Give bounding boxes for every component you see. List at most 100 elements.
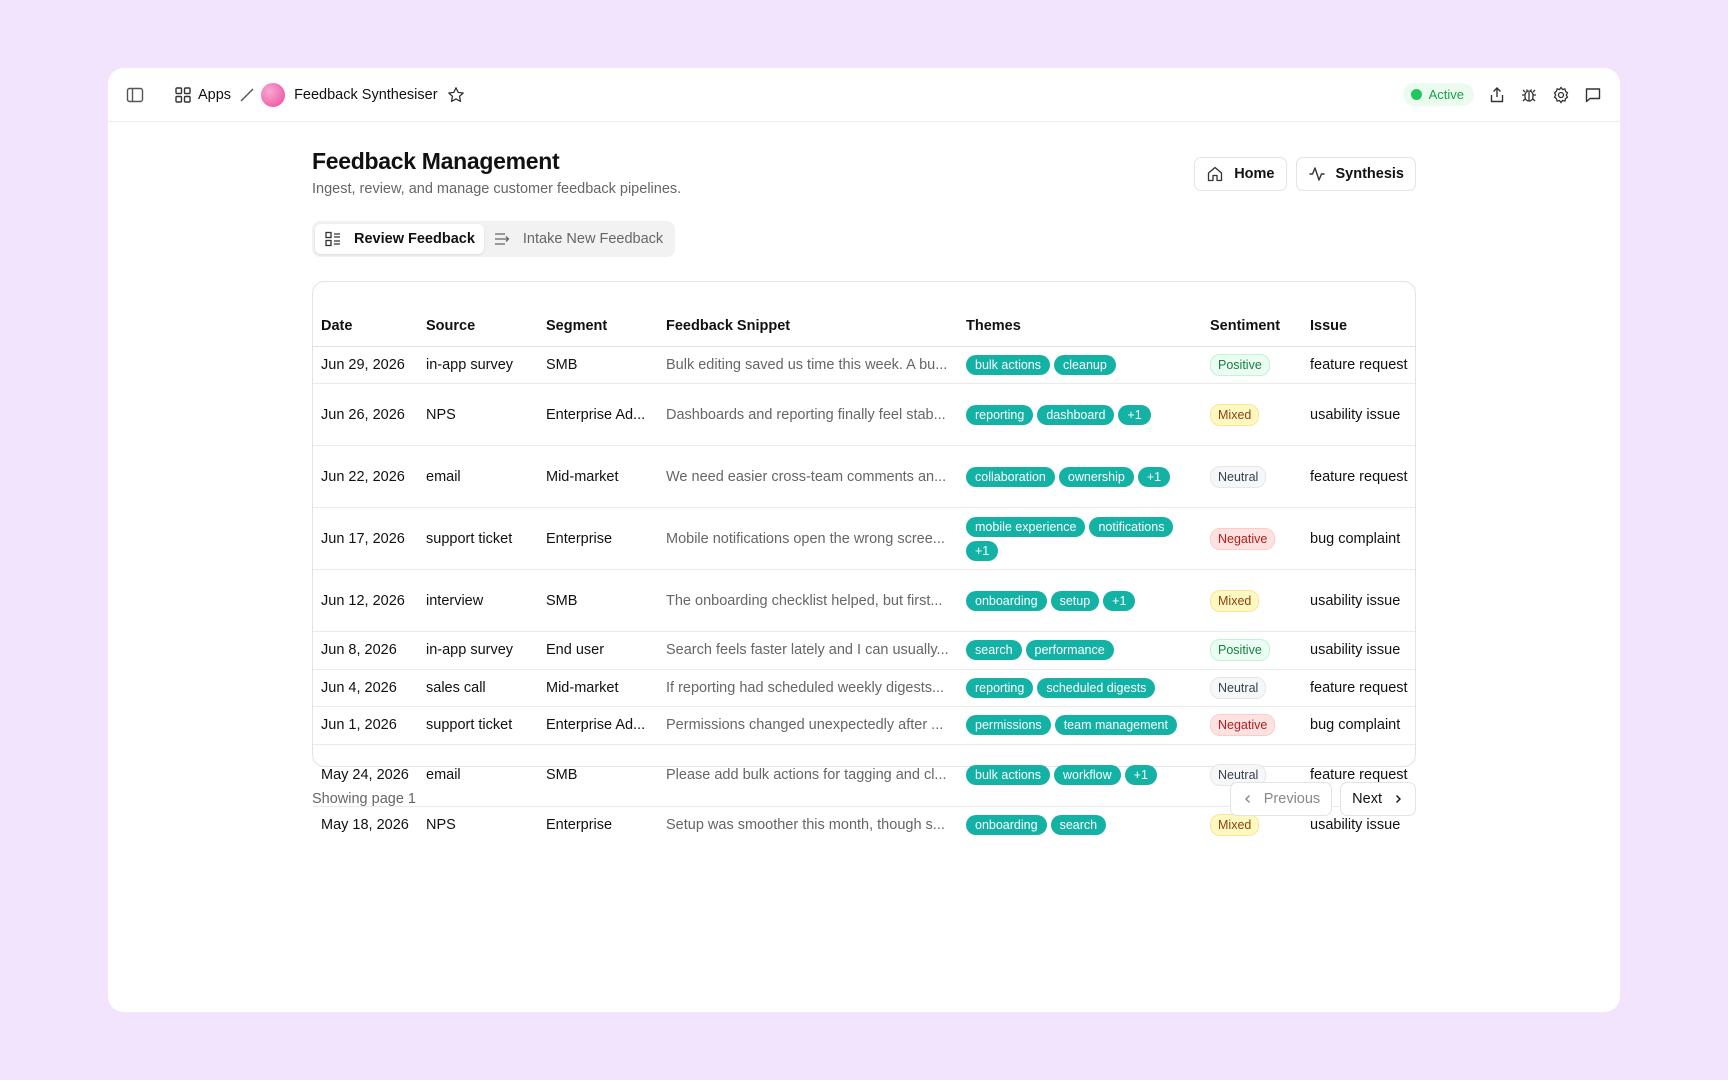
themes-cell: collaboration ownership +1 — [958, 445, 1202, 508]
page-title: Feedback Management — [312, 148, 560, 174]
source-cell: in-app survey — [418, 346, 538, 384]
feedback-row[interactable]: Jun 22, 2026 email Mid-market We need easie… — [313, 445, 1415, 508]
settings-button[interactable] — [1552, 85, 1570, 104]
app-window: Apps Feedback Synthesiser Active Feedbac… — [108, 68, 1620, 1012]
theme-tag: collaboration — [966, 466, 1055, 487]
date-cell: Jun 17, 2026 — [313, 507, 418, 570]
feedback-row[interactable]: Jun 4, 2026 sales call Mid-market If report… — [313, 669, 1415, 707]
feedback-row[interactable]: Jun 1, 2026 support ticket Enterprise Ad..… — [313, 706, 1415, 745]
page-info: Showing page 1 — [312, 791, 416, 807]
date-cell: Jun 12, 2026 — [313, 569, 418, 632]
snippet-cell: We need easier cross-team comments an... — [658, 445, 958, 508]
chat-button[interactable] — [1584, 86, 1602, 104]
sentiment-badge: Positive — [1210, 639, 1270, 662]
share-button[interactable] — [1488, 86, 1506, 104]
theme-tag: permissions — [966, 715, 1051, 736]
themes-cell: onboarding search — [958, 806, 1202, 844]
date-cell: May 18, 2026 — [321, 817, 409, 833]
feedback-row[interactable]: Jun 29, 2026 in-app survey SMB Bulk editing… — [313, 346, 1415, 384]
app-name: Feedback Synthesiser — [294, 86, 438, 103]
themes-cell: onboarding setup +1 — [958, 569, 1202, 632]
segment-cell: Mid-market — [538, 445, 658, 508]
theme-tag: onboarding — [966, 590, 1047, 611]
sentiment-cell: Positive — [1202, 631, 1302, 670]
theme-tag: bulk actions — [966, 765, 1051, 785]
synthesis-button[interactable]: Synthesis — [1295, 157, 1416, 191]
themes-cell: bulk actions workflow +1 — [958, 744, 1202, 807]
status-text: Active — [1428, 87, 1464, 102]
theme-tag: setup — [1050, 590, 1100, 611]
button-label: Next — [1352, 791, 1382, 807]
separator — [240, 88, 254, 101]
table-body: Jun 29, 2026 in-app survey SMB Bulk editing… — [313, 346, 1415, 844]
review-tab[interactable]: Review Feedback — [315, 224, 484, 254]
date-cell: Jun 29, 2026 — [313, 346, 418, 384]
sentiment-cell: Mixed — [1202, 569, 1302, 632]
feedback-row[interactable]: Jun 17, 2026 support ticket Enterprise Mobi… — [313, 507, 1415, 570]
intake-tab[interactable]: Intake New Feedback — [484, 224, 672, 254]
tab-label: Review Feedback — [354, 231, 475, 247]
themes-cell: permissions team management — [958, 706, 1202, 745]
source-cell: NPS — [426, 817, 456, 833]
apps-icon[interactable] — [174, 86, 192, 104]
column-header: Segment — [538, 306, 658, 347]
themes-cell: reporting scheduled digests — [958, 669, 1202, 707]
previous-button[interactable]: Previous — [1229, 782, 1333, 816]
snippet-cell: Search feels faster lately and I can usu… — [658, 631, 958, 670]
issue-cell: feature request — [1302, 346, 1415, 384]
date-cell: Jun 26, 2026 — [313, 383, 418, 446]
segment-cell: SMB — [538, 346, 658, 384]
tabs: Review Feedback Intake New Feedback — [312, 221, 676, 257]
top-bar: Apps Feedback Synthesiser Active — [108, 68, 1620, 122]
sentiment-cell: Negative — [1202, 706, 1302, 745]
feedback-row[interactable]: Jun 26, 2026 NPS Enterprise Ad... Dashboard… — [313, 383, 1415, 446]
issue-cell: feature request — [1302, 669, 1415, 707]
snippet-cell: Bulk editing saved us time this week. A … — [658, 346, 958, 384]
sentiment-badge: Negative — [1210, 714, 1276, 737]
segment-cell: End user — [538, 631, 658, 670]
theme-tag: reporting — [966, 404, 1034, 425]
date-cell: Jun 1, 2026 — [313, 706, 418, 745]
apps-link[interactable]: Apps — [198, 86, 232, 103]
source-cell: email — [418, 744, 538, 807]
issue-cell: bug complaint — [1302, 706, 1415, 745]
snippet-cell: Please add bulk actions for tagging and … — [658, 744, 958, 807]
sentiment-badge: Mixed — [1210, 814, 1260, 836]
feedback-row[interactable]: May 18, 2026 NPS Enterprise Setup was smoot… — [313, 806, 1415, 844]
source-cell: NPS — [418, 383, 538, 446]
button-label: Synthesis — [1335, 166, 1405, 182]
theme-tag: +1 — [1124, 765, 1157, 785]
theme-tag: workflow — [1054, 765, 1121, 785]
column-header: Sentiment — [1202, 306, 1302, 347]
column-header: Source — [418, 306, 538, 347]
sentiment-badge: Mixed — [1210, 589, 1260, 612]
sentiment-badge: Neutral — [1210, 676, 1267, 699]
theme-tag: notifications — [1089, 516, 1174, 537]
segment-cell: Enterprise Ad... — [538, 383, 658, 446]
themes-cell: search performance — [958, 631, 1202, 670]
snippet-cell: Mobile notifications open the wrong scre… — [658, 507, 958, 570]
issue-cell: usability issue — [1302, 569, 1415, 632]
column-header: Issue — [1302, 306, 1415, 347]
segment-cell: Enterprise — [546, 817, 613, 833]
source-cell: in-app survey — [418, 631, 538, 670]
tab-label: Intake New Feedback — [522, 231, 664, 247]
source-cell: sales call — [418, 669, 538, 707]
themes-cell: bulk actions cleanup — [958, 346, 1202, 384]
source-cell: support ticket — [418, 706, 538, 745]
debug-button[interactable] — [1520, 86, 1538, 104]
sentiment-cell: Negative — [1202, 507, 1302, 570]
favorite-button[interactable] — [447, 86, 465, 104]
sentiment-badge: Positive — [1210, 353, 1270, 376]
segment-cell: SMB — [538, 569, 658, 632]
column-header: Themes — [958, 306, 1202, 347]
sentiment-cell: Mixed — [1202, 383, 1302, 446]
feedback-row[interactable]: Jun 8, 2026 in-app survey End user Search f… — [313, 631, 1415, 670]
sidebar-toggle[interactable] — [126, 86, 144, 104]
home-button[interactable]: Home — [1194, 157, 1287, 191]
theme-tag: search — [1050, 815, 1107, 835]
next-button[interactable]: Next — [1340, 782, 1416, 816]
sentiment-cell: Mixed — [1202, 806, 1302, 844]
theme-tag: team management — [1054, 715, 1177, 736]
feedback-row[interactable]: Jun 12, 2026 interview SMB The onboarding c… — [313, 569, 1415, 632]
